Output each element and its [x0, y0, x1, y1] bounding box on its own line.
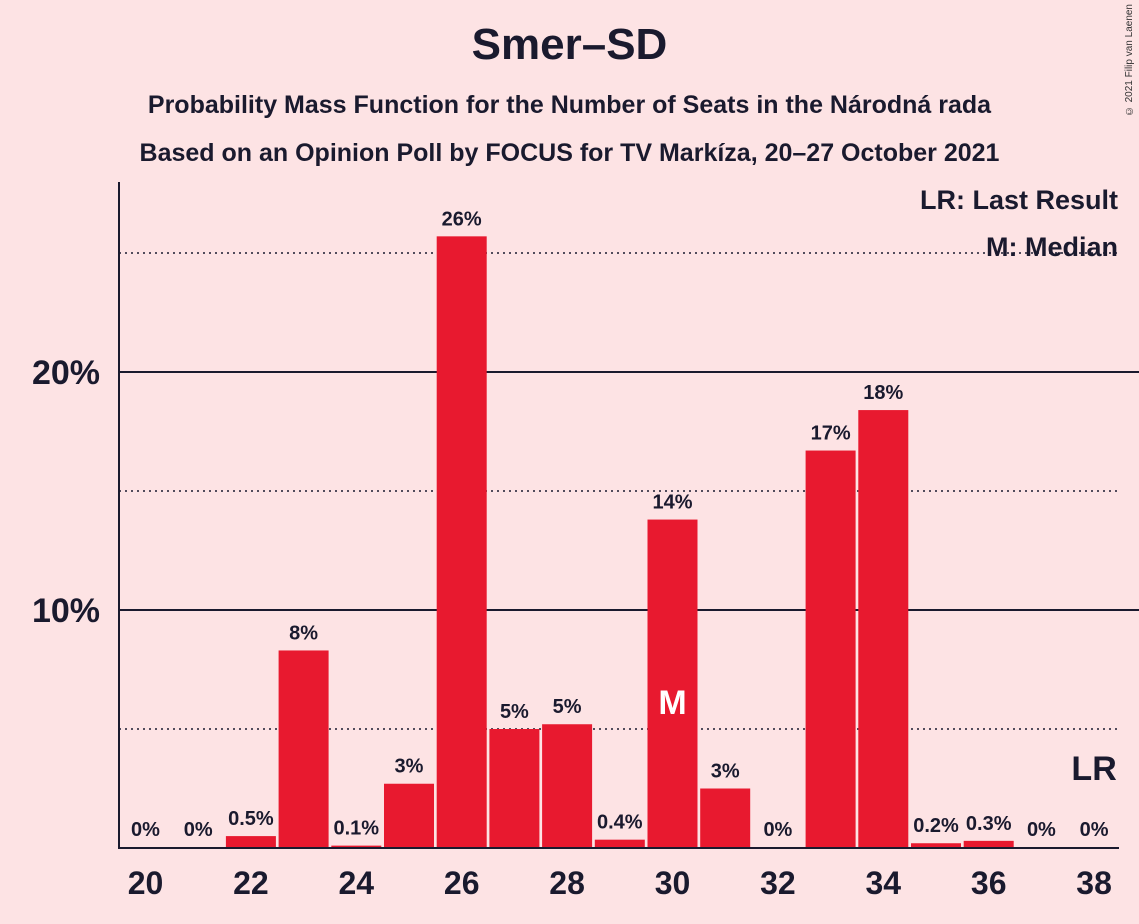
- value-label: 0%: [184, 819, 213, 841]
- bar-seat-30: [647, 519, 698, 848]
- bar-seat-24: [331, 845, 382, 848]
- bar-seat-35: [911, 843, 961, 848]
- bar-seat-25: [384, 783, 434, 848]
- median-marker: M: [658, 684, 686, 722]
- value-label: 0%: [1080, 819, 1109, 841]
- value-label: 0%: [131, 819, 160, 841]
- chart-subtitle-1: Probability Mass Function for the Number…: [147, 91, 992, 119]
- value-label: 0%: [1027, 819, 1056, 841]
- value-label: 5%: [500, 701, 529, 723]
- bar-seat-31: [700, 788, 751, 848]
- value-label: 3%: [395, 756, 424, 778]
- value-label: 3%: [711, 761, 740, 783]
- chart-subtitle-2: Based on an Opinion Poll by FOCUS for TV…: [139, 139, 1000, 167]
- x-tick-label: 24: [339, 865, 375, 901]
- legend-median: M: Median: [986, 232, 1118, 262]
- last-result-marker: LR: [1071, 750, 1116, 788]
- x-tick-label: 32: [760, 865, 796, 901]
- value-label: 5%: [553, 696, 582, 718]
- bar-seat-33: [805, 450, 856, 848]
- legend-last-result: LR: Last Result: [919, 185, 1118, 215]
- value-label: 0.3%: [966, 813, 1012, 835]
- bar-seat-26: [436, 236, 487, 849]
- bar-seat-27: [489, 729, 540, 848]
- x-tick-label: 20: [128, 865, 164, 901]
- value-label: 14%: [652, 492, 692, 514]
- value-label: 26%: [442, 208, 482, 230]
- chart-title: Smer–SD: [471, 20, 668, 69]
- x-tick-label: 30: [655, 865, 691, 901]
- value-label: 18%: [863, 382, 903, 404]
- bar-seat-28: [542, 724, 593, 848]
- value-label: 8%: [289, 622, 318, 644]
- bar-seat-29: [594, 839, 645, 848]
- x-tick-label: 34: [866, 865, 902, 901]
- y-tick-label: 20%: [32, 354, 100, 392]
- x-tick-label: 38: [1076, 865, 1112, 901]
- bar-seat-34: [858, 410, 909, 848]
- bar-seat-22: [225, 836, 276, 848]
- value-label: 0.5%: [228, 808, 274, 830]
- bar-seat-36: [963, 840, 1014, 848]
- value-label: 0.2%: [913, 815, 959, 837]
- x-tick-label: 28: [549, 865, 585, 901]
- bar-seat-23: [278, 650, 329, 848]
- x-tick-label: 22: [233, 865, 269, 901]
- x-tick-label: 26: [444, 865, 480, 901]
- value-label: 0.4%: [597, 812, 643, 834]
- y-tick-label: 10%: [32, 592, 100, 630]
- value-label: 17%: [811, 423, 851, 445]
- x-tick-label: 36: [971, 865, 1007, 901]
- value-label: 0%: [763, 819, 792, 841]
- value-label: 0.1%: [334, 818, 380, 840]
